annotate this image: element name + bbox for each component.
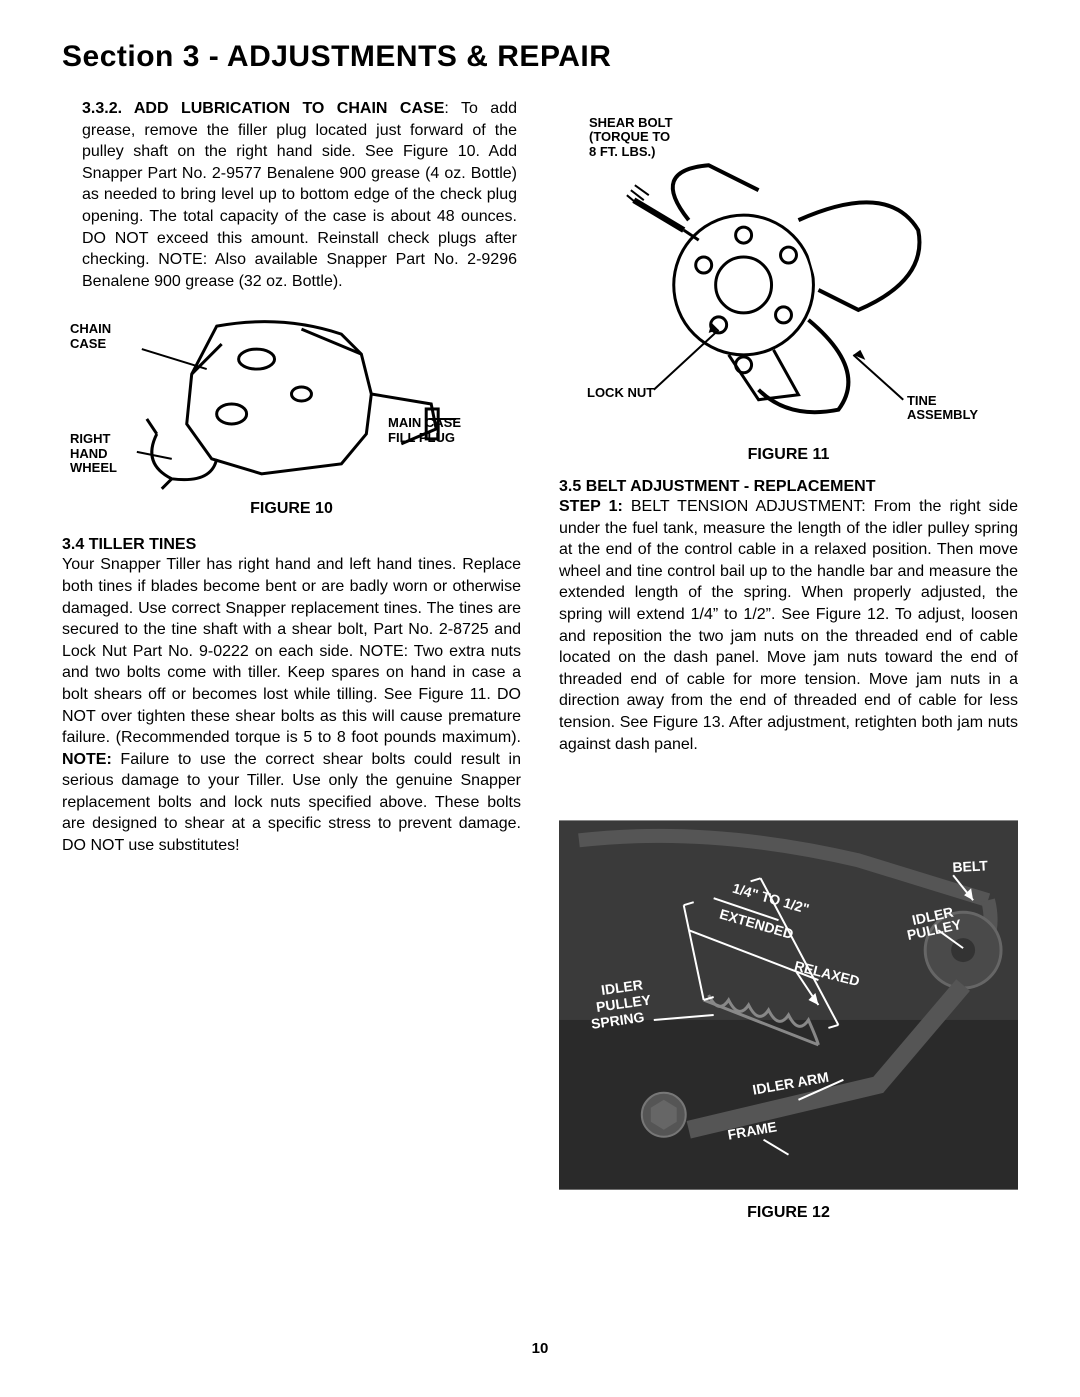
section-34-note-label: NOTE: [62, 751, 112, 768]
section-332-para: 3.3.2. ADD LUBRICATION TO CHAIN CASE: To… [62, 98, 521, 292]
section-34-body2: Failure to use the correct shear bolts c… [62, 751, 521, 854]
section-34-body1: Your Snapper Tiller has right hand and l… [62, 556, 521, 746]
figure-12: BELT IDLER PULLEY 1/4" TO 1/2" EXTENDED … [559, 820, 1018, 1190]
section-35-step1-label: STEP 1: [559, 498, 623, 515]
right-column: SHEAR BOLT (TORQUE TO 8 FT. LBS.) LOCK N… [559, 98, 1018, 1222]
page-number: 10 [532, 1340, 549, 1357]
label-tine-assembly: TINE ASSEMBLY [907, 394, 978, 423]
figure-10-svg [62, 304, 521, 494]
figure-11-caption: FIGURE 11 [559, 446, 1018, 464]
content-container: 3.3.2. ADD LUBRICATION TO CHAIN CASE: To… [62, 98, 1018, 1222]
section-332-body: : To add grease, remove the filler plug … [82, 100, 517, 290]
figure-11: SHEAR BOLT (TORQUE TO 8 FT. LBS.) LOCK N… [559, 110, 1018, 440]
left-column: 3.3.2. ADD LUBRICATION TO CHAIN CASE: To… [62, 98, 521, 1222]
section-34-heading: 3.4 TILLER TINES [62, 536, 521, 554]
section-35-para: STEP 1: BELT TENSION ADJUSTMENT: From th… [559, 496, 1018, 755]
figure-10-caption: FIGURE 10 [62, 500, 521, 518]
figure-12-svg: BELT IDLER PULLEY 1/4" TO 1/2" EXTENDED … [559, 820, 1018, 1190]
figure-10: CHAIN CASE RIGHT HAND WHEEL MAIN CASE FI… [62, 304, 521, 494]
section-332-heading: 3.3.2. ADD LUBRICATION TO CHAIN CASE [82, 100, 444, 117]
section-title: Section 3 - ADJUSTMENTS & REPAIR [62, 40, 1018, 74]
section-34-para: Your Snapper Tiller has right hand and l… [62, 554, 521, 856]
label-chain-case: CHAIN CASE [70, 322, 111, 351]
label-right-hand-wheel: RIGHT HAND WHEEL [70, 432, 117, 475]
section-35-heading: 3.5 BELT ADJUSTMENT - REPLACEMENT [559, 478, 1018, 496]
svg-text:BELT: BELT [952, 857, 989, 875]
label-lock-nut: LOCK NUT [587, 386, 654, 400]
label-shear-bolt: SHEAR BOLT (TORQUE TO 8 FT. LBS.) [589, 116, 673, 159]
figure-12-caption: FIGURE 12 [559, 1204, 1018, 1222]
section-35-body: BELT TENSION ADJUSTMENT: From the right … [559, 498, 1018, 753]
label-main-case-fill-plug: MAIN CASE FILL PLUG [388, 416, 461, 445]
